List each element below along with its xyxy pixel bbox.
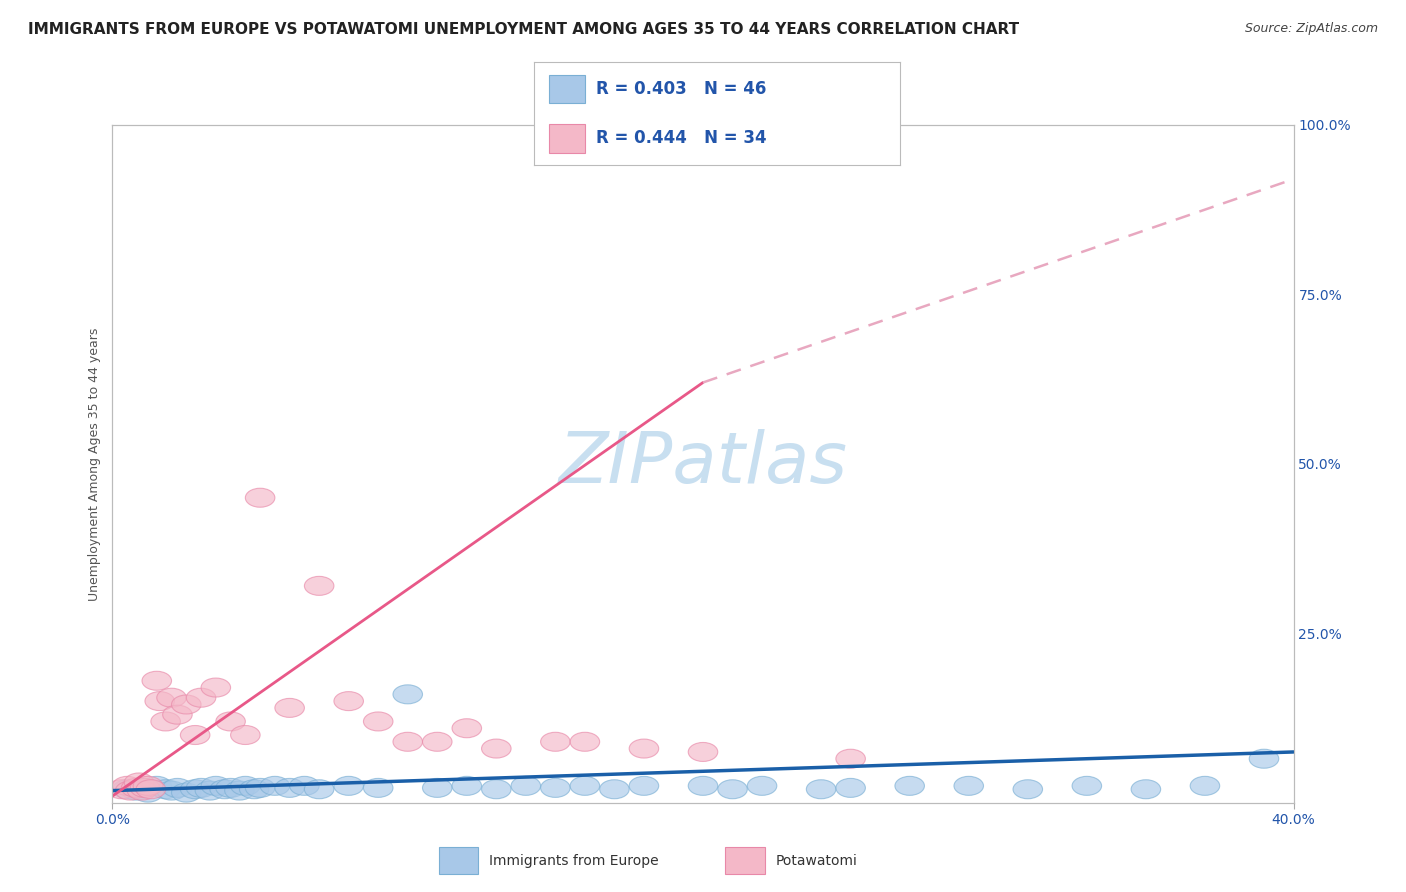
Ellipse shape	[121, 781, 150, 800]
Ellipse shape	[180, 780, 209, 798]
Ellipse shape	[305, 576, 335, 595]
Ellipse shape	[482, 739, 512, 758]
Ellipse shape	[124, 773, 153, 792]
Ellipse shape	[127, 781, 157, 800]
Ellipse shape	[172, 695, 201, 714]
Ellipse shape	[239, 780, 269, 798]
Ellipse shape	[482, 780, 512, 798]
Ellipse shape	[231, 776, 260, 796]
Ellipse shape	[195, 781, 225, 800]
Ellipse shape	[209, 780, 239, 798]
Ellipse shape	[134, 783, 163, 802]
Ellipse shape	[150, 780, 180, 798]
Ellipse shape	[540, 732, 571, 751]
Ellipse shape	[599, 780, 630, 798]
Bar	[548, 124, 585, 153]
Text: ZIPatlas: ZIPatlas	[558, 429, 848, 499]
Ellipse shape	[835, 749, 866, 768]
Bar	[439, 847, 478, 874]
Ellipse shape	[107, 780, 136, 798]
Ellipse shape	[115, 781, 145, 800]
Ellipse shape	[260, 776, 290, 796]
Ellipse shape	[142, 776, 172, 796]
Text: Immigrants from Europe: Immigrants from Europe	[489, 854, 659, 868]
Ellipse shape	[112, 780, 142, 798]
Ellipse shape	[172, 783, 201, 802]
Ellipse shape	[835, 779, 866, 797]
Bar	[548, 75, 585, 103]
Y-axis label: Unemployment Among Ages 35 to 44 years: Unemployment Among Ages 35 to 44 years	[89, 327, 101, 600]
Ellipse shape	[363, 779, 392, 797]
Ellipse shape	[157, 689, 186, 707]
Text: Source: ZipAtlas.com: Source: ZipAtlas.com	[1244, 22, 1378, 36]
Text: Potawatomi: Potawatomi	[776, 854, 858, 868]
Ellipse shape	[127, 779, 157, 797]
Ellipse shape	[689, 742, 718, 762]
Text: R = 0.403   N = 46: R = 0.403 N = 46	[596, 80, 766, 98]
Ellipse shape	[231, 725, 260, 745]
Ellipse shape	[335, 691, 363, 711]
Ellipse shape	[1012, 780, 1043, 798]
Ellipse shape	[540, 779, 571, 797]
Ellipse shape	[1250, 749, 1279, 768]
Ellipse shape	[112, 776, 142, 796]
Ellipse shape	[953, 776, 984, 796]
Ellipse shape	[630, 776, 658, 796]
Ellipse shape	[217, 779, 246, 797]
Ellipse shape	[394, 685, 422, 704]
Ellipse shape	[689, 776, 718, 796]
Ellipse shape	[246, 779, 276, 797]
Ellipse shape	[276, 779, 304, 797]
Ellipse shape	[630, 739, 658, 758]
Ellipse shape	[363, 712, 392, 731]
Ellipse shape	[163, 779, 193, 797]
Bar	[725, 847, 765, 874]
Text: IMMIGRANTS FROM EUROPE VS POTAWATOMI UNEMPLOYMENT AMONG AGES 35 TO 44 YEARS CORR: IMMIGRANTS FROM EUROPE VS POTAWATOMI UNE…	[28, 22, 1019, 37]
Ellipse shape	[157, 781, 186, 800]
Ellipse shape	[142, 672, 172, 690]
Ellipse shape	[423, 779, 453, 797]
Ellipse shape	[453, 719, 481, 738]
Ellipse shape	[121, 779, 150, 797]
Ellipse shape	[896, 776, 925, 796]
Ellipse shape	[163, 706, 193, 724]
Ellipse shape	[569, 732, 599, 751]
Text: R = 0.444   N = 34: R = 0.444 N = 34	[596, 129, 768, 147]
Ellipse shape	[186, 779, 217, 797]
Ellipse shape	[217, 712, 246, 731]
Ellipse shape	[225, 781, 254, 800]
Ellipse shape	[748, 776, 778, 796]
Ellipse shape	[569, 776, 599, 796]
Ellipse shape	[512, 776, 541, 796]
Ellipse shape	[1130, 780, 1160, 798]
Ellipse shape	[1073, 776, 1102, 796]
Ellipse shape	[180, 725, 209, 745]
Ellipse shape	[186, 689, 217, 707]
Ellipse shape	[453, 776, 481, 796]
Ellipse shape	[136, 780, 166, 798]
Ellipse shape	[394, 732, 422, 751]
Ellipse shape	[201, 678, 231, 697]
Ellipse shape	[150, 712, 180, 731]
Ellipse shape	[335, 776, 363, 796]
Ellipse shape	[276, 698, 304, 717]
Ellipse shape	[134, 776, 163, 796]
Ellipse shape	[201, 776, 231, 796]
Ellipse shape	[806, 780, 835, 798]
Ellipse shape	[423, 732, 453, 751]
Ellipse shape	[290, 776, 319, 796]
Ellipse shape	[717, 780, 748, 798]
Ellipse shape	[145, 691, 174, 711]
Ellipse shape	[246, 488, 276, 508]
Ellipse shape	[1191, 776, 1219, 796]
Ellipse shape	[305, 780, 335, 798]
Ellipse shape	[131, 779, 160, 797]
